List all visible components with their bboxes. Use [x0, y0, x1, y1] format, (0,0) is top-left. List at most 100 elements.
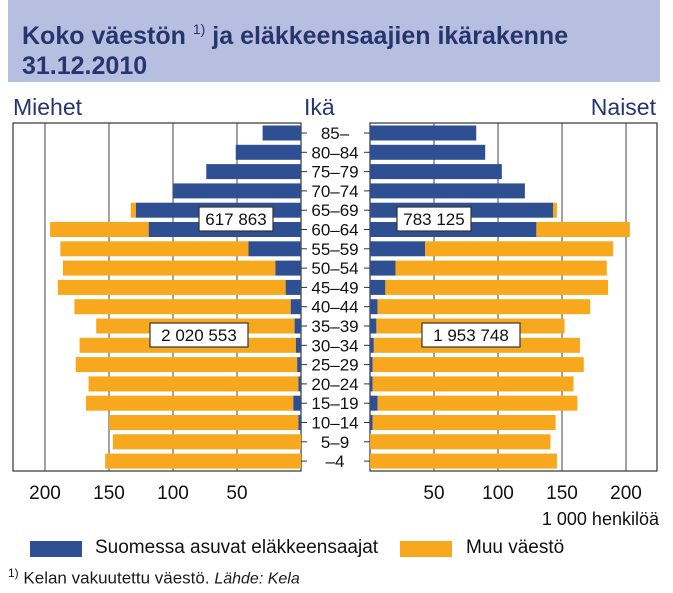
- footnote-mark: 1): [8, 566, 19, 580]
- title-footnote-mark: 1): [192, 21, 206, 37]
- women-pension-bar: [370, 260, 396, 276]
- women-other-bar: [536, 222, 630, 237]
- x-tick-label-left: 150: [93, 483, 125, 504]
- legend-swatch-pension: [30, 541, 82, 557]
- men-pension-bar: [285, 279, 301, 295]
- unit-label: 1 000 henkilöä: [542, 509, 660, 529]
- men-other-bar: [60, 241, 249, 257]
- women-other-bar: [385, 279, 609, 295]
- annotation-label: 1 953 748: [433, 326, 509, 345]
- age-label: 10–14: [311, 414, 358, 433]
- women-other-bar: [370, 453, 557, 469]
- women-pension-bar: [370, 183, 525, 199]
- women-pension-bar: [370, 164, 502, 180]
- annotation-label: 783 125: [403, 210, 464, 229]
- women-other-bar: [372, 376, 574, 392]
- men-pension-bar: [262, 125, 301, 141]
- age-label: 55–59: [311, 240, 358, 259]
- age-label: 65–69: [311, 201, 358, 220]
- age-label: 35–39: [311, 317, 358, 336]
- men-other-bar: [74, 299, 291, 315]
- men-other-bar: [130, 202, 136, 218]
- age-label: 40–44: [311, 298, 358, 317]
- men-other-bar: [109, 415, 299, 430]
- title-text-2: ja eläkkeensaajien ikärakenne: [212, 22, 569, 50]
- men-other-bar: [105, 453, 301, 469]
- x-tick-label-right: 100: [482, 483, 514, 504]
- legend-label-pension: Suomessa asuvat eläkkeensaajat: [95, 537, 379, 558]
- annotation-box: [421, 322, 521, 348]
- x-tick-label-left: 50: [226, 483, 247, 504]
- age-label: 15–19: [311, 394, 358, 413]
- legend-swatch-other: [400, 541, 452, 557]
- legend-label-other: Muu väestö: [466, 537, 565, 558]
- women-pension-bar: [370, 376, 373, 392]
- x-tick-label-left: 200: [29, 483, 61, 504]
- men-pension-bar: [298, 415, 301, 430]
- age-label: 60–64: [311, 221, 358, 240]
- x-tick-label-left: 100: [157, 483, 189, 504]
- women-other-bar: [370, 434, 551, 450]
- women-other-bar: [395, 260, 607, 276]
- men-other-bar: [50, 222, 149, 237]
- men-other-bar: [112, 434, 301, 450]
- x-tick-label-right: 200: [610, 483, 642, 504]
- age-label: 20–24: [311, 375, 358, 394]
- men-other-bar: [75, 357, 298, 373]
- footnote-source: Lähde: Kela: [214, 570, 300, 588]
- annotation-label: 617 863: [205, 210, 266, 229]
- annotation-box: [396, 206, 472, 232]
- chart-title: Koko väestön 1) ja eläkkeensaajien ikära…: [22, 14, 568, 81]
- age-label: 70–74: [311, 182, 358, 201]
- title-band: Koko väestön 1) ja eläkkeensaajien ikära…: [8, 0, 660, 82]
- title-date: 31.12.2010: [22, 52, 148, 80]
- x-tick-label-right: 50: [423, 483, 444, 504]
- women-other-bar: [377, 395, 578, 411]
- age-label: –4: [326, 452, 345, 471]
- annotation-box: [149, 322, 249, 348]
- women-pension-bar: [370, 144, 486, 160]
- women-other-bar: [372, 415, 556, 430]
- annotation-box: [198, 206, 274, 232]
- age-header: Ikä: [304, 94, 335, 120]
- age-label: 45–49: [311, 278, 358, 297]
- women-pension-bar: [370, 299, 378, 315]
- men-pension-bar: [173, 183, 301, 199]
- right-panel-frame: [369, 122, 658, 472]
- footnote-text: Kelan vakuutettu väestö.: [23, 568, 210, 588]
- men-other-bar: [88, 376, 299, 392]
- age-label: 5–9: [321, 433, 349, 452]
- men-pension-bar: [290, 299, 301, 315]
- men-pension-bar: [235, 144, 301, 160]
- men-other-bar: [62, 260, 276, 276]
- women-pension-bar: [370, 415, 373, 430]
- title-text: Koko väestön: [22, 22, 186, 50]
- women-other-bar: [372, 357, 584, 373]
- women-pension-bar: [370, 337, 374, 353]
- age-label: 25–29: [311, 356, 358, 375]
- men-other-bar: [57, 279, 286, 295]
- men-pension-bar: [275, 260, 301, 276]
- women-other-bar: [377, 299, 591, 315]
- men-pension-bar: [294, 318, 301, 334]
- age-label: 75–79: [311, 163, 358, 182]
- annotation-label: 2 020 553: [161, 326, 237, 345]
- age-label: 80–84: [311, 143, 358, 162]
- men-pension-bar: [298, 376, 301, 392]
- age-label: 85–: [321, 124, 350, 143]
- women-header: Naiset: [590, 94, 656, 120]
- women-pension-bar: [370, 318, 377, 334]
- men-pension-bar: [206, 164, 301, 180]
- men-header: Miehet: [13, 94, 83, 120]
- women-pension-bar: [370, 395, 378, 411]
- women-pension-bar: [370, 357, 373, 373]
- men-pension-bar: [248, 241, 301, 257]
- women-other-bar: [425, 241, 614, 257]
- women-pension-bar: [370, 125, 477, 141]
- age-label: 50–54: [311, 259, 358, 278]
- women-pension-bar: [370, 279, 386, 295]
- men-pension-bar: [295, 337, 301, 353]
- men-other-bar: [85, 395, 294, 411]
- women-other-bar: [553, 202, 557, 218]
